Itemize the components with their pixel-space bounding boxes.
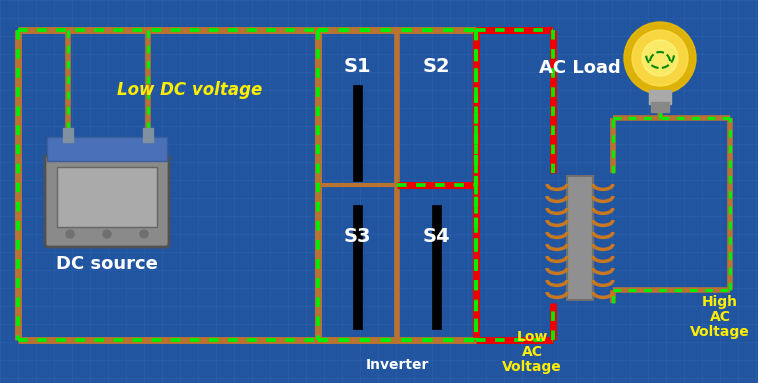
Bar [567,176,593,300]
Text: High
AC
Voltage: High AC Voltage [690,295,750,339]
Text: AC Load: AC Load [539,59,621,77]
FancyBboxPatch shape [47,137,167,161]
FancyBboxPatch shape [57,167,157,227]
Text: Inverter: Inverter [365,358,429,372]
Text: S3: S3 [343,228,371,247]
Text: DC source: DC source [56,255,158,273]
Circle shape [66,230,74,238]
Bar [649,90,671,104]
Text: Low DC voltage: Low DC voltage [117,81,262,99]
Bar [143,128,153,142]
Bar [651,102,669,112]
Circle shape [642,40,678,76]
Text: S4: S4 [423,228,450,247]
Circle shape [632,30,688,86]
Circle shape [103,230,111,238]
Text: Low
AC
Voltage: Low AC Voltage [502,330,562,374]
Text: S2: S2 [423,57,450,76]
FancyBboxPatch shape [45,155,169,247]
Circle shape [624,22,696,94]
Circle shape [140,230,148,238]
Bar [318,30,476,340]
Text: S1: S1 [343,57,371,76]
Bar [63,128,73,142]
